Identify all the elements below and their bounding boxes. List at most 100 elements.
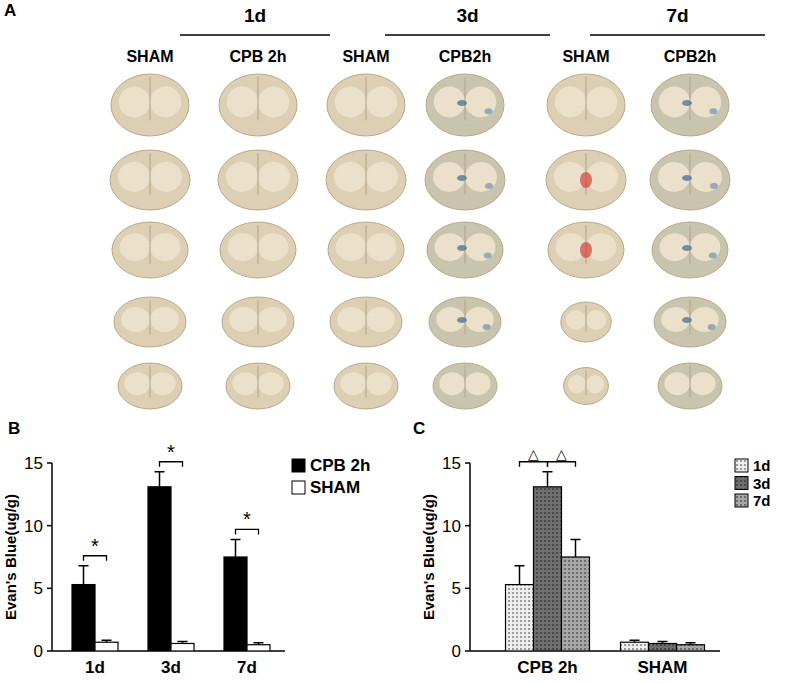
slice-outline <box>114 297 186 347</box>
y-tick-label: 0 <box>452 642 461 661</box>
slice-hemisphere <box>150 86 181 117</box>
slice-hemisphere <box>334 162 366 192</box>
dye-spot <box>708 324 716 330</box>
y-tick <box>465 650 470 652</box>
brain-slice <box>650 150 730 210</box>
slice-hemisphere <box>366 233 396 261</box>
dye-spot <box>682 317 692 323</box>
slice-hemisphere <box>465 307 494 332</box>
brain-slice <box>429 297 501 347</box>
legend-label: SHAM <box>310 478 360 497</box>
bars <box>506 472 705 651</box>
error-bar <box>231 539 241 557</box>
slice-outline <box>427 222 503 278</box>
slice-hemisphere <box>690 307 719 332</box>
error-bar <box>658 642 668 644</box>
panel-label: B <box>8 419 20 438</box>
error-bar <box>571 539 581 557</box>
slice-outline <box>218 150 298 210</box>
slice-hemisphere <box>227 86 258 117</box>
slice-hemisphere <box>690 162 722 192</box>
brain-slice <box>110 150 190 210</box>
dye-spot <box>484 108 492 114</box>
slice-midline <box>366 77 367 121</box>
slice-outline <box>110 150 190 210</box>
slice-outline <box>328 222 404 278</box>
slice-midline <box>150 225 151 264</box>
slice-hemisphere <box>586 86 617 117</box>
slice-outline <box>118 363 182 409</box>
legend: CPB 2hSHAM <box>292 456 370 497</box>
slice-outline <box>650 150 730 210</box>
x-tick-label: 3d <box>161 658 181 677</box>
slice-hemisphere <box>465 162 497 192</box>
slice-hemisphere <box>465 86 496 117</box>
slice-hemisphere <box>366 372 392 395</box>
bar-texture <box>621 642 649 651</box>
figure: A1dSHAMCPB 2h3dSHAMCPB2h7dSHAMCPB2hB0510… <box>0 0 797 684</box>
slice-hemisphere <box>340 372 366 395</box>
slice-outline <box>561 302 611 342</box>
slice-midline <box>366 300 367 335</box>
y-tick <box>47 525 52 527</box>
brain-slice <box>114 297 186 347</box>
brain-slice <box>327 74 405 136</box>
slice-hemisphere <box>119 86 150 117</box>
slice-midline <box>465 153 466 195</box>
slice-hemisphere <box>336 233 366 261</box>
bar <box>171 643 194 651</box>
bar <box>562 557 590 651</box>
y-axis <box>51 463 53 651</box>
bar-texture <box>562 557 590 651</box>
slice-hemisphere <box>465 233 495 261</box>
bar <box>247 645 270 651</box>
error-bar <box>686 643 696 645</box>
y-tick <box>465 462 470 464</box>
x-tick-label: 1d <box>85 658 105 677</box>
slice-outline <box>330 297 402 347</box>
brain-slice <box>219 74 297 136</box>
chart: C051015Evan's Blue(ug/g)CPB 2hSHAM△△1d3d… <box>413 419 771 677</box>
dye-spot <box>709 108 717 114</box>
slice-hemisphere <box>258 86 289 117</box>
significance-bracket <box>520 462 548 467</box>
bar <box>95 642 118 651</box>
y-tick-label: 15 <box>442 454 461 473</box>
slice-midline <box>586 77 587 121</box>
slice-hemisphere <box>568 375 586 393</box>
red-spot <box>580 242 592 258</box>
slice-hemisphere <box>124 372 150 395</box>
y-tick-label: 10 <box>442 517 461 536</box>
y-axis-label: Evan's Blue(ug/g) <box>2 494 19 620</box>
slice-midline <box>690 366 691 398</box>
error-bar <box>254 643 264 645</box>
slice-hemisphere <box>465 372 491 395</box>
slice-midline <box>690 225 691 264</box>
column-header: CPB 2h <box>230 48 287 65</box>
slice-outline <box>219 74 297 136</box>
slice-hemisphere <box>258 307 287 332</box>
bar <box>621 642 649 651</box>
brain-slice <box>547 74 625 136</box>
group-header: 7d <box>666 5 688 26</box>
bar-texture <box>534 487 562 651</box>
slice-outline <box>111 74 189 136</box>
bar <box>677 645 705 651</box>
significance-bracket <box>548 462 576 467</box>
slice-hemisphere <box>690 372 716 395</box>
slice-midline <box>258 300 259 335</box>
legend-swatch <box>292 481 305 494</box>
slice-outline <box>327 74 405 136</box>
bar <box>148 487 171 651</box>
slice-hemisphere <box>555 86 586 117</box>
slice-midline <box>465 366 466 398</box>
slice-midline <box>690 77 691 121</box>
slice-outline <box>433 363 497 409</box>
column-header: SHAM <box>126 48 173 65</box>
slice-midline <box>366 225 367 264</box>
slice-hemisphere <box>150 233 180 261</box>
slice-outline <box>326 150 406 210</box>
brain-slice <box>652 222 728 278</box>
slice-outline <box>112 222 188 278</box>
brain-slice <box>226 363 290 409</box>
